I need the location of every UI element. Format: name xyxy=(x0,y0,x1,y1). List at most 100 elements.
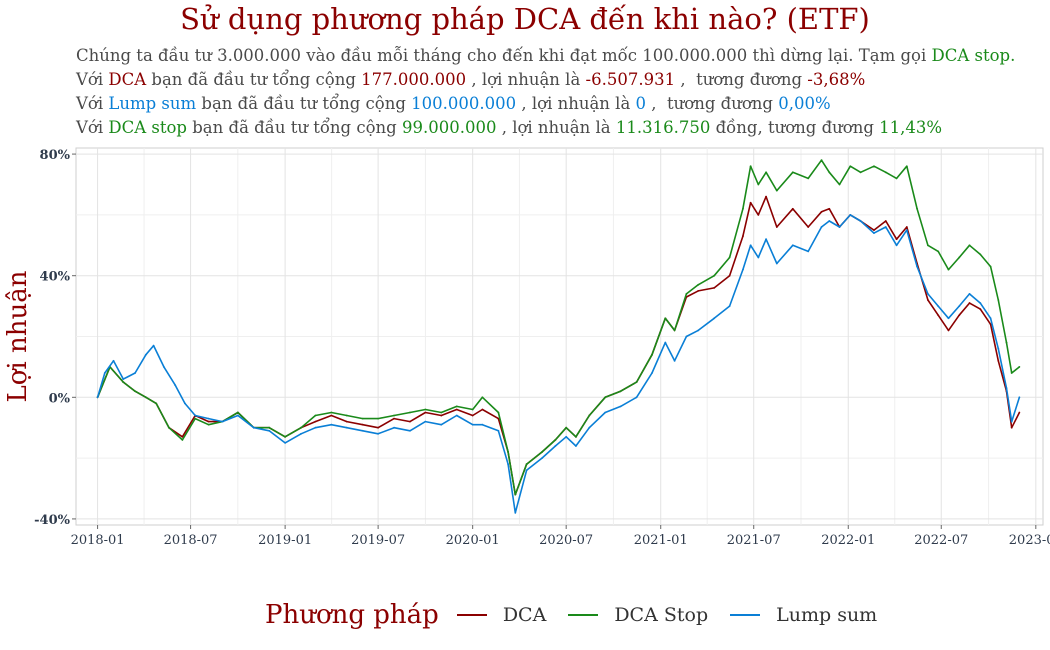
data-point-dca-stop xyxy=(979,253,982,256)
data-point-dca xyxy=(424,411,427,414)
data-point-dca-stop xyxy=(820,159,823,162)
data-point-lump-sum xyxy=(873,232,875,235)
legend-label-dca-stop: DCA Stop xyxy=(614,604,709,626)
data-point-lump-sum xyxy=(859,220,862,222)
subtitle-segment: bạn đã đầu tư tổng cộng xyxy=(146,70,362,89)
data-point-dca-stop xyxy=(330,411,333,414)
data-point-dca-stop xyxy=(424,408,427,411)
data-point-lump-sum xyxy=(424,420,427,423)
data-point-dca-stop xyxy=(604,396,607,399)
data-point-lump-sum xyxy=(554,445,557,447)
data-point-dca-stop xyxy=(828,171,831,174)
legend-key-dca-stop xyxy=(568,614,599,616)
data-point-lump-sum xyxy=(685,335,688,338)
data-point-lump-sum xyxy=(664,341,667,344)
data-point-dca-stop xyxy=(895,177,898,180)
data-point-lump-sum xyxy=(947,317,950,320)
data-point-dca-stop xyxy=(685,293,688,295)
subtitle-segment: , lợi nhuận là xyxy=(466,70,586,89)
data-point-lump-sum xyxy=(619,405,622,408)
data-point-dca xyxy=(979,308,982,311)
data-point-lump-sum xyxy=(575,445,577,447)
data-point-dca-stop xyxy=(916,207,919,210)
data-point-lump-sum xyxy=(268,429,271,432)
data-point-dca-stop xyxy=(168,426,170,429)
data-point-dca xyxy=(440,414,443,417)
data-point-dca-stop xyxy=(284,435,287,438)
y-tick-label: 0% xyxy=(49,391,71,406)
data-point-lump-sum xyxy=(122,378,125,380)
data-point-lump-sum xyxy=(749,244,752,247)
data-point-dca-stop xyxy=(838,183,841,186)
data-point-dca-stop xyxy=(884,171,887,174)
data-point-dca xyxy=(409,420,411,423)
data-point-dca xyxy=(742,235,744,238)
legend: Phương pháp DCA DCA Stop Lump sum xyxy=(265,600,899,630)
legend-title: Phương pháp xyxy=(265,600,439,630)
subtitle-segment: DCA stop xyxy=(108,118,187,137)
data-point-lump-sum xyxy=(937,305,940,307)
data-point-dca xyxy=(791,207,794,210)
data-point-lump-sum xyxy=(440,423,443,426)
data-point-lump-sum xyxy=(713,317,716,320)
data-point-lump-sum xyxy=(728,305,731,307)
data-point-dca-stop xyxy=(873,165,875,168)
x-tick-label: 2018-07 xyxy=(164,533,218,548)
data-point-lump-sum xyxy=(828,220,831,222)
data-point-dca-stop xyxy=(859,171,862,174)
data-point-lump-sum xyxy=(838,226,841,228)
data-point-dca-stop xyxy=(673,329,676,332)
line-chart: -40% 0% 40% 80% 2018-01 2018-07 2019-01 2019-07… xyxy=(3,147,1050,548)
data-point-lump-sum xyxy=(471,423,474,426)
data-point-lump-sum xyxy=(849,213,852,216)
data-point-dca xyxy=(958,314,961,317)
x-tick-label: 2018-01 xyxy=(71,533,125,548)
data-point-lump-sum xyxy=(916,265,919,268)
data-point-dca xyxy=(345,420,348,423)
data-point-lump-sum xyxy=(162,366,165,368)
data-point-lump-sum xyxy=(184,402,186,405)
data-point-dca-stop xyxy=(742,207,744,210)
subtitle-segment: 11.316.750 xyxy=(615,118,711,137)
data-point-dca xyxy=(997,359,1000,362)
data-point-dca-stop xyxy=(989,265,992,268)
data-point-lump-sum xyxy=(174,384,177,387)
data-point-dca xyxy=(181,435,184,438)
data-point-dca-stop xyxy=(134,390,136,393)
subtitle-segment: 100.000.000 xyxy=(411,94,517,113)
subtitle-line: Với Lump sum bạn đã đầu tư tổng cộng 100… xyxy=(76,94,831,113)
data-point-dca-stop xyxy=(997,299,1000,301)
chart-title: Sử dụng phương pháp DCA đến khi nào? (ET… xyxy=(180,2,870,36)
data-point-dca-stop xyxy=(765,171,767,174)
data-point-dca xyxy=(713,286,716,289)
data-point-lump-sum xyxy=(673,359,676,362)
subtitle-segment: Lump sum xyxy=(108,94,197,113)
data-point-dca-stop xyxy=(619,390,622,393)
data-point-dca-stop xyxy=(236,411,239,414)
data-point-dca xyxy=(207,420,210,423)
data-point-lump-sum xyxy=(377,432,380,435)
data-point-lump-sum xyxy=(194,414,197,417)
data-point-dca-stop xyxy=(947,268,950,271)
subtitle-segment: 0 xyxy=(635,94,647,113)
data-point-dca-stop xyxy=(525,463,528,466)
data-point-lump-sum xyxy=(314,426,317,429)
data-point-lump-sum xyxy=(455,414,458,417)
data-point-dca xyxy=(884,220,887,222)
data-point-dca-stop xyxy=(393,414,395,417)
data-point-dca-stop xyxy=(807,177,810,180)
data-point-lump-sum xyxy=(1005,387,1008,390)
subtitle-segment: bạn đã đầu tư tổng cộng xyxy=(186,118,402,137)
data-point-dca-stop xyxy=(588,414,591,417)
data-point-lump-sum xyxy=(507,463,510,466)
subtitle-segment: DCA stop. xyxy=(931,46,1016,65)
data-point-lump-sum xyxy=(103,372,106,374)
data-point-dca xyxy=(968,302,971,304)
data-point-dca-stop xyxy=(757,183,760,186)
subtitle-segment: 99.000.000 xyxy=(401,118,497,137)
data-point-dca xyxy=(820,210,823,213)
data-point-dca xyxy=(330,414,333,417)
subtitle-segment: bạn đã đầu tư tổng cộng xyxy=(196,94,412,113)
data-point-lump-sum xyxy=(651,372,653,374)
data-point-dca xyxy=(471,414,474,417)
